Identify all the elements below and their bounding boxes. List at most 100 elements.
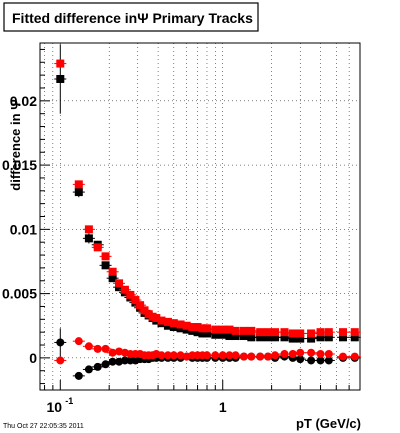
data-point [225, 351, 234, 360]
data-point [231, 326, 240, 335]
data-point [239, 332, 248, 341]
data-point [256, 328, 265, 337]
data-point [316, 328, 325, 337]
data-point [288, 329, 297, 338]
data-point [264, 328, 273, 337]
series-3 [54, 337, 361, 365]
data-point [218, 351, 227, 360]
data-point [108, 357, 117, 366]
data-point [101, 261, 110, 270]
data-point [74, 180, 83, 189]
data-point [84, 342, 93, 351]
y-tick-label: 0.02 [10, 93, 37, 109]
data-point [264, 333, 273, 342]
data-point [296, 329, 305, 338]
data-point [324, 333, 333, 342]
data-point [316, 356, 325, 365]
data-point [56, 74, 65, 83]
data-point [225, 325, 234, 334]
data-point [211, 330, 220, 339]
data-point [163, 317, 172, 326]
data-point [84, 365, 93, 374]
data-point [169, 319, 178, 328]
data-point [239, 326, 248, 335]
data-point [74, 337, 83, 346]
data-point [316, 333, 325, 342]
data-point [101, 344, 110, 353]
data-point [120, 285, 129, 294]
data-point [280, 333, 289, 342]
data-point [101, 252, 110, 261]
data-point [239, 352, 248, 361]
data-point [74, 188, 83, 197]
data-point [101, 360, 110, 369]
data-point [140, 306, 149, 315]
data-layer [54, 44, 361, 380]
axis-ticks [40, 48, 361, 390]
timestamp: Thu Oct 27 22:05:35 2011 [3, 423, 84, 430]
data-point [211, 325, 220, 334]
data-point [108, 348, 117, 357]
data-point [256, 352, 265, 361]
data-point [218, 325, 227, 334]
data-point [202, 324, 211, 333]
data-point [218, 330, 227, 339]
y-tick-label: 0.005 [2, 286, 37, 302]
data-point [74, 371, 83, 380]
data-point [93, 362, 102, 371]
data-point [84, 225, 93, 234]
data-point [350, 352, 359, 361]
data-point [247, 326, 256, 335]
data-point [136, 301, 145, 310]
data-point [247, 333, 256, 342]
data-point [324, 328, 333, 337]
data-point [316, 350, 325, 359]
data-point [307, 334, 316, 343]
data-point [264, 352, 273, 361]
chart-title: Fitted difference inΨ Primary Tracks [12, 10, 253, 26]
data-point [157, 316, 166, 325]
data-point [256, 333, 265, 342]
data-point [211, 351, 220, 360]
data-point [324, 356, 333, 365]
data-point [296, 355, 305, 364]
data-point [56, 338, 65, 347]
data-point [307, 329, 316, 338]
y-tick-label: 0.01 [10, 221, 37, 237]
data-point [231, 332, 240, 341]
data-point [93, 344, 102, 353]
x-tick-label: 10 [47, 399, 63, 415]
data-point [307, 348, 316, 357]
data-point [93, 243, 102, 252]
data-point [296, 334, 305, 343]
data-point [288, 350, 297, 359]
data-point [350, 328, 359, 337]
data-point [271, 333, 280, 342]
data-point [271, 328, 280, 337]
data-point [182, 321, 191, 330]
data-point [280, 328, 289, 337]
data-point [126, 290, 135, 299]
y-axis-title: difference in Ψ [8, 99, 23, 190]
data-point [131, 296, 140, 305]
data-point [108, 267, 117, 276]
data-point [157, 351, 166, 360]
data-point [288, 334, 297, 343]
data-point [338, 328, 347, 337]
data-point [307, 356, 316, 365]
data-point [193, 323, 202, 332]
data-point [176, 320, 185, 329]
data-point [280, 350, 289, 359]
data-point [56, 356, 65, 365]
axis-tick-labels: 0 0.005 0.01 0.015 0.02 10 -1 1 [2, 93, 227, 415]
x-axis-title: pT (GeV/c) [296, 416, 361, 431]
data-point [193, 328, 202, 337]
x-tick-label-exponent: -1 [65, 396, 73, 406]
data-point [115, 279, 124, 288]
data-point [84, 234, 93, 243]
data-point [225, 332, 234, 341]
y-tick-label: 0.015 [2, 157, 37, 173]
x-tick-label: 1 [219, 399, 227, 415]
data-point [296, 348, 305, 357]
